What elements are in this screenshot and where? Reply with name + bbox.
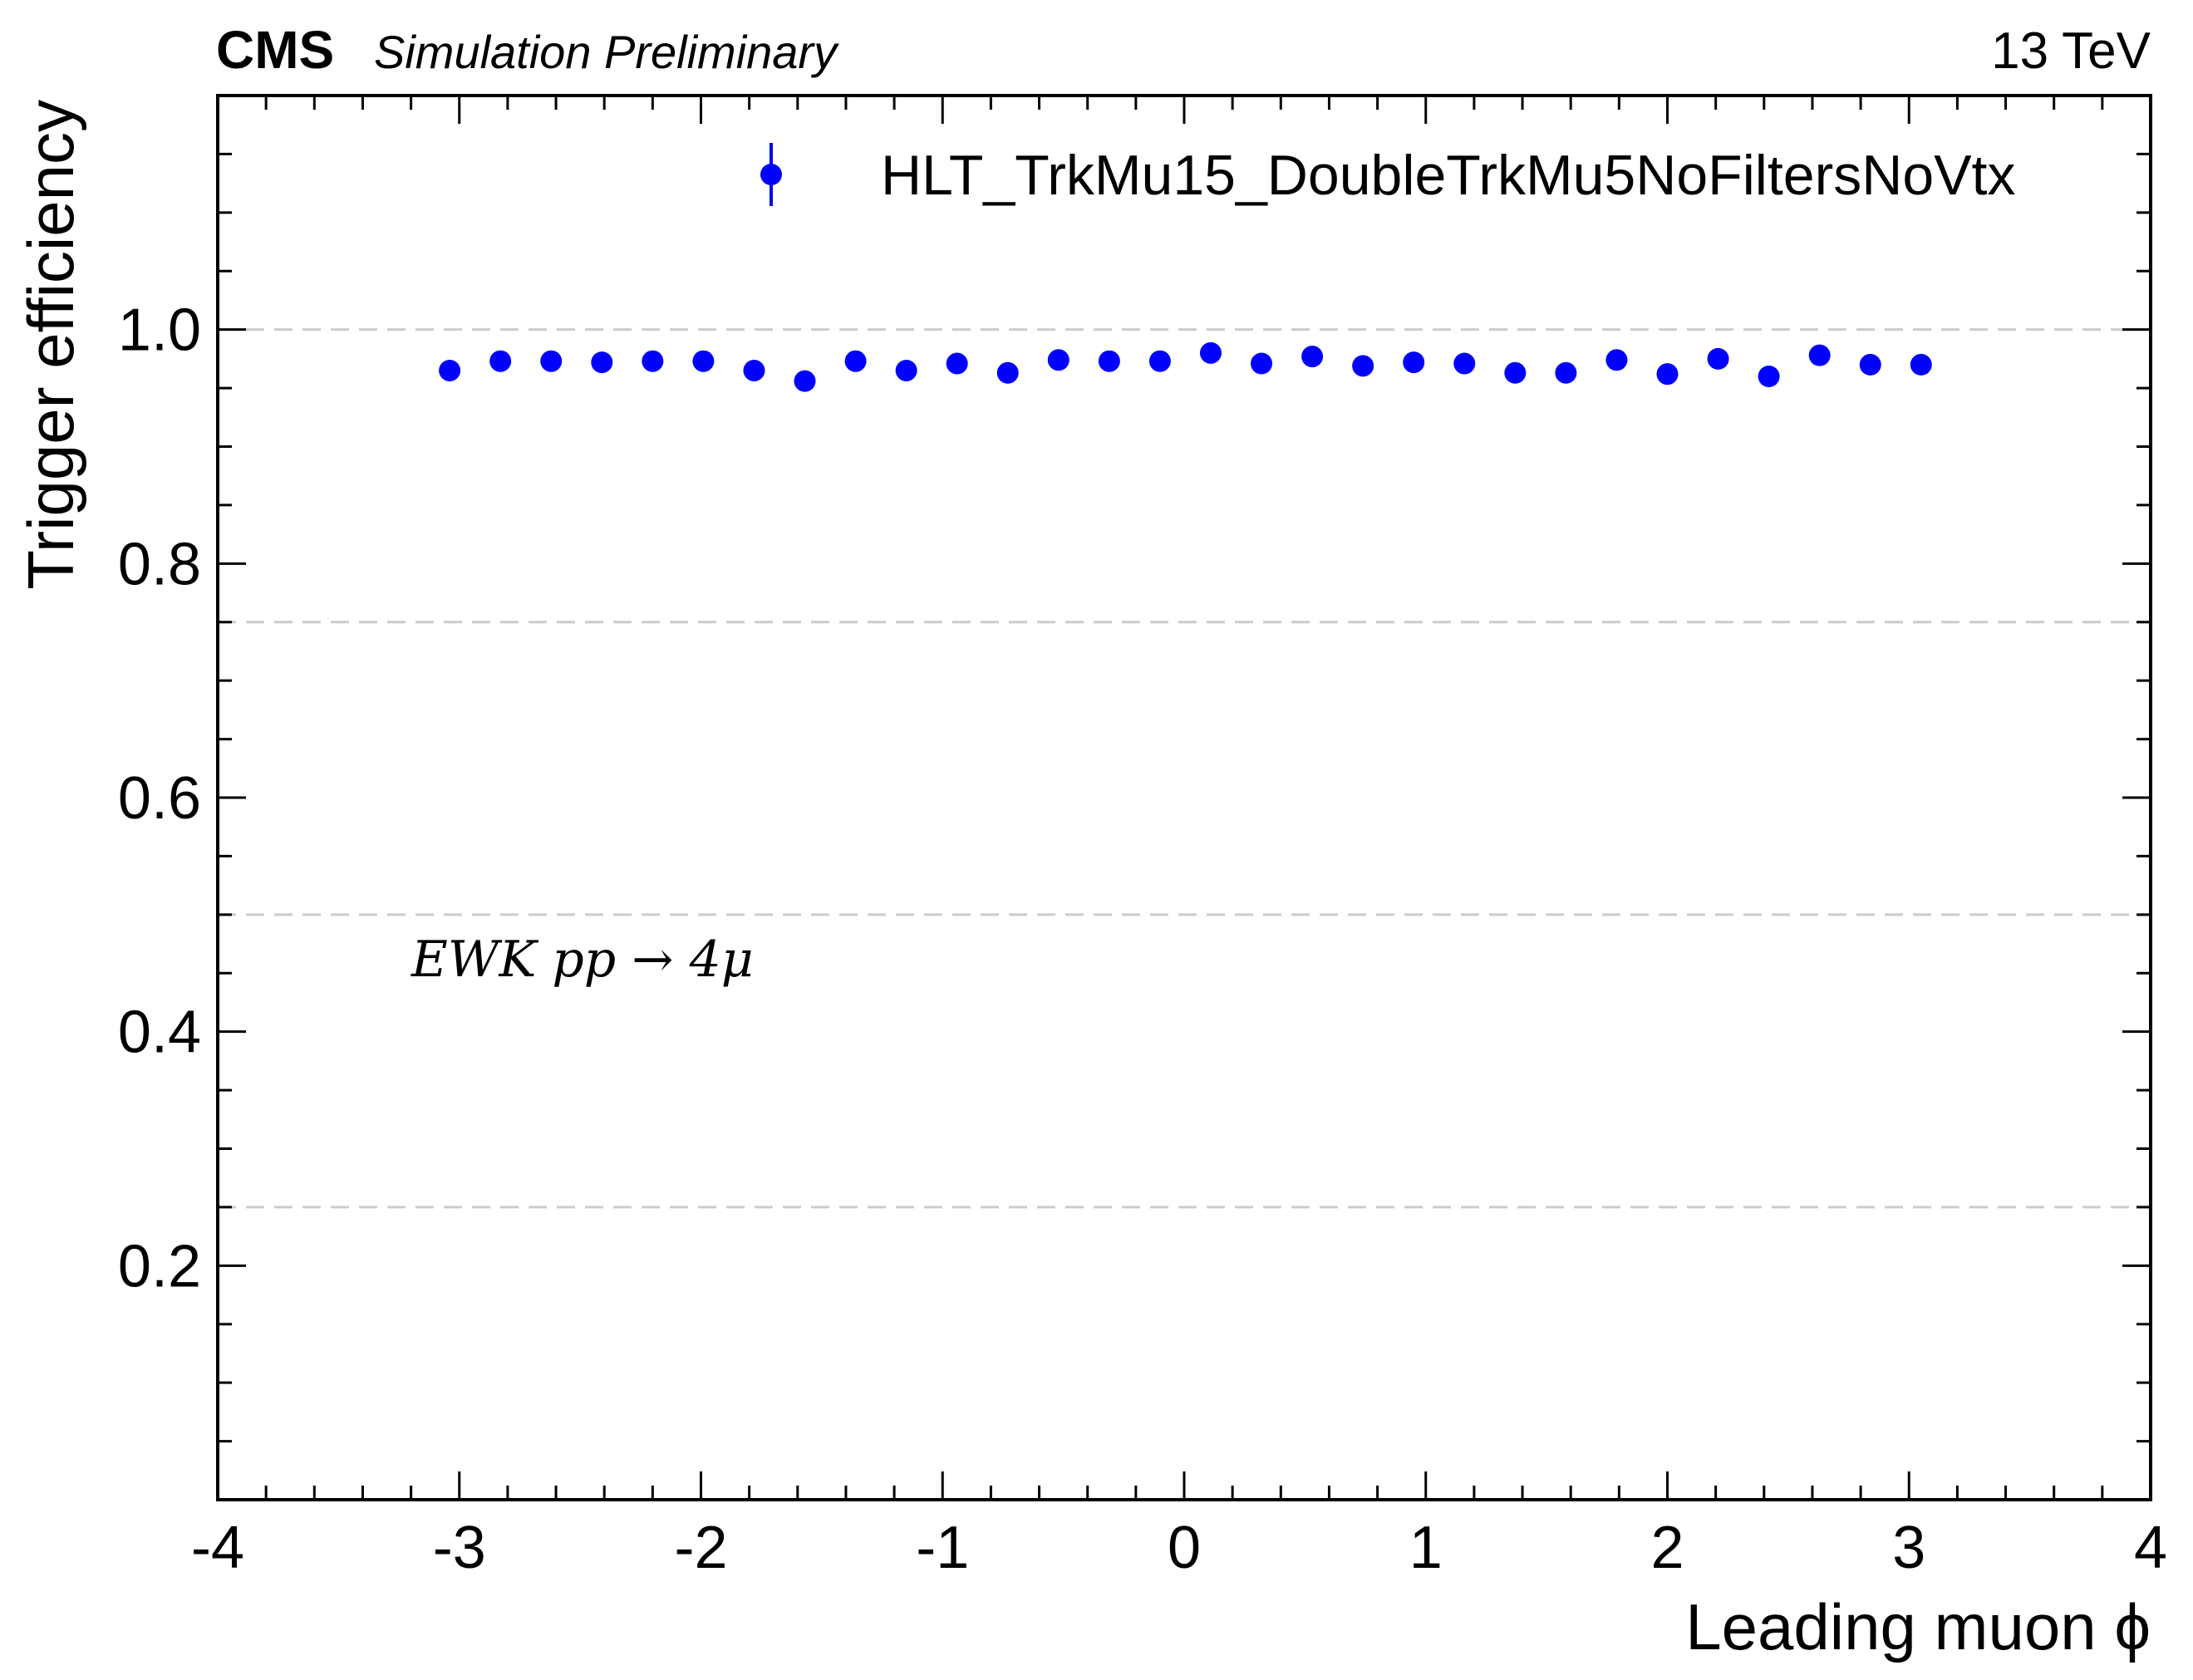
x-tick-label: -1 [916, 1515, 969, 1581]
y-tick-label: 0.4 [118, 1000, 201, 1066]
y-tick-label: 0.8 [118, 531, 201, 597]
y-tick-label: 0.2 [118, 1233, 201, 1299]
y-axis-label: Trigger efficiency [14, 100, 87, 590]
energy-label: 13 TeV [1991, 22, 2151, 80]
legend: HLT_TrkMu15_DoubleTrkMu5NoFiltersNoVtx [760, 143, 2015, 207]
x-tick-label: 0 [1168, 1515, 1201, 1581]
data-point [1555, 361, 1577, 384]
data-point [1808, 344, 1831, 366]
legend-marker [760, 164, 782, 185]
data-point [1047, 349, 1069, 371]
data-point [1199, 341, 1222, 364]
data-point [743, 359, 765, 381]
data-point [1504, 361, 1527, 384]
data-point [439, 359, 461, 381]
data-point [1301, 346, 1324, 368]
data-point [1656, 363, 1679, 386]
x-tick-label: -4 [191, 1515, 244, 1581]
data-point [1453, 352, 1476, 375]
data-point [1605, 349, 1628, 371]
data-point [1148, 350, 1171, 372]
data-point [1910, 353, 1932, 376]
data-point [1859, 353, 1881, 376]
x-axis-label: Leading muon ϕ [1685, 1590, 2151, 1663]
y-tick-label: 1.0 [118, 297, 201, 364]
data-point [996, 361, 1019, 384]
data-point [946, 352, 968, 375]
x-tick-label: -2 [674, 1515, 727, 1581]
legend-series-label: HLT_TrkMu15_DoubleTrkMu5NoFiltersNoVtx [881, 144, 2015, 207]
x-tick-label: 1 [1409, 1515, 1443, 1581]
x-tick-label: -3 [433, 1515, 486, 1581]
grid-layer [218, 328, 2151, 1209]
data-point [540, 350, 563, 372]
data-points [439, 341, 1932, 392]
x-tick-label: 3 [1892, 1515, 1925, 1581]
process-annotation: EWK pp → 4μ [411, 931, 754, 989]
data-point [794, 370, 816, 392]
data-point [1707, 347, 1729, 370]
y-tick-label: 0.6 [118, 765, 201, 832]
data-point [895, 359, 917, 381]
data-point [642, 350, 664, 372]
x-tick-label: 2 [1650, 1515, 1684, 1581]
experiment-label: CMS [216, 20, 334, 80]
data-point [1403, 351, 1425, 374]
data-point [692, 350, 715, 372]
data-point [591, 351, 613, 374]
data-point [489, 350, 512, 372]
data-point [1758, 366, 1780, 387]
data-point [844, 350, 867, 372]
data-point [1352, 355, 1374, 377]
tick-label-layer: -4 -3 -2 -1 0 1 2 3 4 0.2 0.4 0.6 0.8 1.0 [118, 297, 2167, 1581]
status-label: Simulation Preliminary [374, 26, 839, 78]
plot-frame [216, 94, 2152, 1501]
data-point [1098, 350, 1120, 372]
x-tick-label: 4 [2134, 1515, 2167, 1581]
data-point [1251, 352, 1273, 375]
